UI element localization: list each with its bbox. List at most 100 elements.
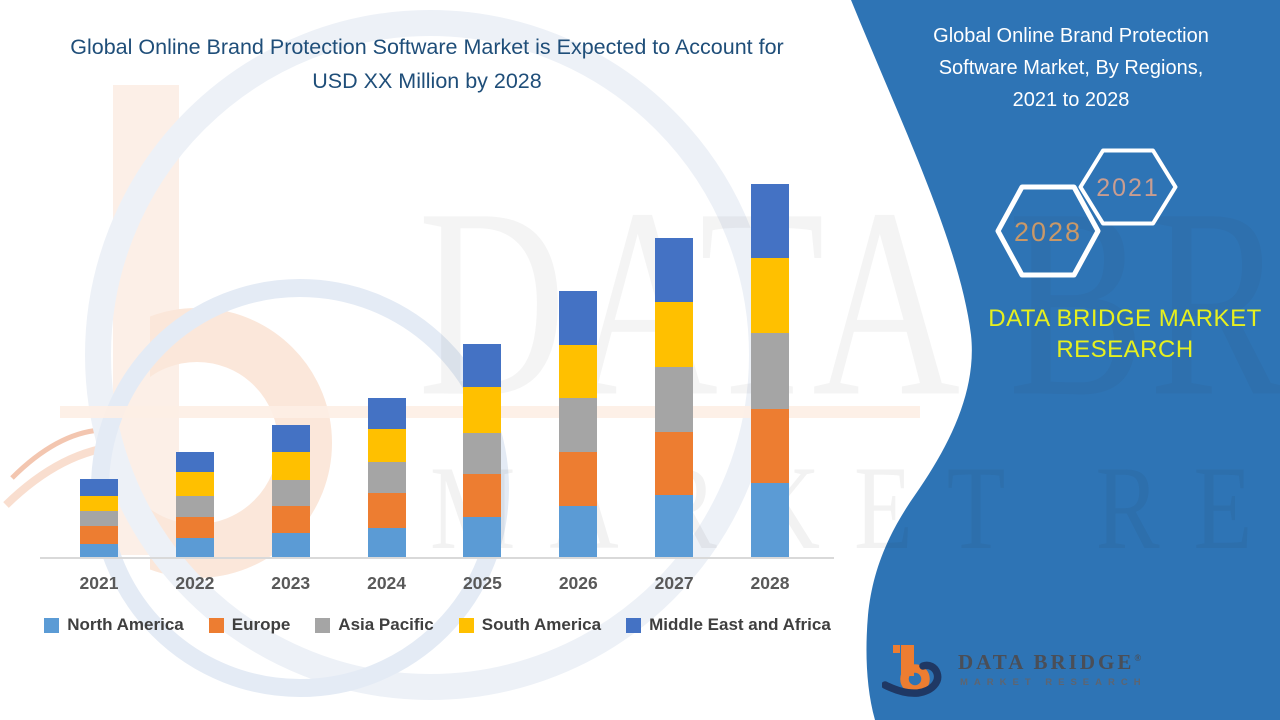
bar-segment-2022-europe — [175, 517, 214, 538]
x-axis-label-2028: 2028 — [750, 573, 790, 593]
dbmr-logo: DATA BRIDGE® MARKET RESEARCH — [882, 636, 1182, 714]
bar-segment-2023-asia-pacific — [271, 480, 310, 506]
bar-2025 — [463, 344, 502, 558]
legend-item-south-america: South America — [458, 615, 602, 635]
x-axis-label-2024: 2024 — [367, 573, 407, 593]
bar-segment-2028-asia-pacific — [750, 333, 789, 409]
legend-item-north-america: North America — [44, 615, 184, 635]
bar-2022 — [175, 452, 214, 558]
legend-item-middle-east-and-africa: Middle East and Africa — [626, 615, 831, 635]
bar-segment-2027-middle-east-and-africa — [655, 238, 694, 302]
brand-name-text: DATA BRIDGE MARKET RESEARCH — [978, 303, 1272, 365]
bar-segment-2026-europe — [559, 452, 598, 506]
bar-segment-2028-europe — [750, 409, 789, 483]
watermark-swoosh-arc-1 — [10, 427, 101, 480]
legend-label: Europe — [231, 615, 291, 634]
legend-swatch-icon — [458, 617, 474, 633]
bar-segment-2025-asia-pacific — [463, 433, 502, 474]
chart-legend: North America Europe Asia Pacific South Ame… — [40, 615, 835, 635]
bar-segment-2025-north-america — [463, 517, 502, 558]
x-axis-line — [40, 557, 834, 559]
bar-segment-2024-south-america — [367, 429, 406, 462]
bar-segment-2021-middle-east-and-africa — [80, 479, 118, 496]
bar-segment-2024-asia-pacific — [367, 462, 406, 493]
legend-swatch-icon — [44, 617, 60, 633]
bar-2024 — [367, 398, 406, 558]
legend-swatch-icon — [315, 617, 331, 633]
bar-segment-2022-north-america — [175, 538, 214, 558]
hexagon-2028-border — [995, 184, 1101, 278]
bar-segment-2023-south-america — [271, 452, 310, 480]
bar-segment-2022-middle-east-and-africa — [175, 452, 214, 472]
bar-segment-2028-south-america — [750, 258, 789, 333]
bar-segment-2024-europe — [367, 493, 406, 528]
bar-segment-2022-asia-pacific — [175, 496, 214, 517]
legend-item-asia-pacific: Asia Pacific — [315, 615, 434, 635]
bar-segment-2023-middle-east-and-africa — [271, 425, 310, 452]
x-axis-label-2026: 2026 — [558, 573, 598, 593]
hexagon-badge-2028: 2028 — [995, 184, 1101, 278]
logo-wordmark-text: DATA BRIDGE — [958, 650, 1135, 674]
hexagon-2028-label: 2028 — [1014, 217, 1082, 247]
bar-2021 — [80, 479, 118, 558]
brand-name-line-2: RESEARCH — [1056, 336, 1194, 363]
chart-title: Global Online Brand Protection Software … — [12, 30, 842, 98]
side-panel-heading-line-2: Software Market, By Regions, — [938, 57, 1204, 79]
logo-wordmark: DATA BRIDGE® — [958, 650, 1144, 675]
bar-2026 — [559, 291, 598, 558]
logo-subtitle: MARKET RESEARCH — [960, 677, 1147, 688]
bar-segment-2028-middle-east-and-africa — [750, 184, 789, 258]
bar-segment-2023-europe — [271, 506, 310, 533]
hexagon-2021-border — [1078, 148, 1178, 226]
bar-segment-2027-europe — [655, 432, 694, 495]
side-panel-heading-line-3: 2021 to 2028 — [1012, 89, 1130, 111]
bar-segment-2027-north-america — [655, 495, 694, 558]
bar-2027 — [655, 238, 694, 558]
legend-label: South America — [481, 615, 602, 634]
x-axis-label-2021: 2021 — [79, 573, 119, 593]
side-panel-heading: Global Online Brand Protection Software … — [918, 20, 1224, 116]
logo-b-bowl — [900, 664, 930, 694]
bar-segment-2026-middle-east-and-africa — [559, 291, 598, 345]
bar-segment-2026-north-america — [559, 506, 598, 558]
chart-title-line-1: Global Online Brand Protection Software … — [70, 35, 784, 59]
x-axis-label-2027: 2027 — [654, 573, 694, 593]
bar-segment-2028-north-america — [750, 483, 789, 558]
bar-segment-2027-south-america — [655, 302, 694, 367]
bar-segment-2025-south-america — [463, 387, 502, 433]
bar-segment-2027-asia-pacific — [655, 367, 694, 432]
bar-segment-2024-middle-east-and-africa — [367, 398, 406, 429]
brand-name-line-1: DATA BRIDGE MARKET — [988, 305, 1262, 332]
bar-segment-2025-europe — [463, 474, 502, 517]
bar-segment-2021-europe — [80, 526, 118, 544]
legend-swatch-icon — [626, 617, 642, 633]
x-axis-label-2025: 2025 — [462, 573, 502, 593]
logo-registered-mark: ® — [1134, 653, 1145, 663]
logo-b-notch — [893, 645, 900, 653]
legend-item-europe: Europe — [208, 615, 291, 635]
bar-segment-2025-middle-east-and-africa — [463, 344, 502, 387]
bar-segment-2021-north-america — [80, 544, 118, 558]
legend-swatch-icon — [208, 617, 224, 633]
dbmr-logo-icon — [882, 645, 942, 697]
side-panel-heading-line-1: Global Online Brand Protection — [933, 25, 1209, 47]
legend-label: North America — [67, 615, 184, 634]
x-axis-label-2022: 2022 — [175, 573, 215, 593]
bar-segment-2026-south-america — [559, 345, 598, 398]
x-axis-label-2023: 2023 — [271, 573, 311, 593]
bar-segment-2024-north-america — [367, 528, 406, 558]
bar-2028 — [750, 184, 789, 558]
legend-label: Asia Pacific — [338, 615, 434, 634]
chart-title-line-2: USD XX Million by 2028 — [312, 69, 542, 93]
bar-segment-2021-asia-pacific — [80, 511, 118, 526]
bar-segment-2022-south-america — [175, 472, 214, 496]
hexagon-2021-label: 2021 — [1096, 174, 1160, 202]
bar-segment-2023-north-america — [271, 533, 310, 558]
bar-segment-2021-south-america — [80, 496, 118, 511]
legend-label: Middle East and Africa — [649, 615, 831, 634]
bar-segment-2026-asia-pacific — [559, 398, 598, 452]
bar-2023 — [271, 425, 310, 558]
logo-d-swoosh — [882, 661, 942, 697]
